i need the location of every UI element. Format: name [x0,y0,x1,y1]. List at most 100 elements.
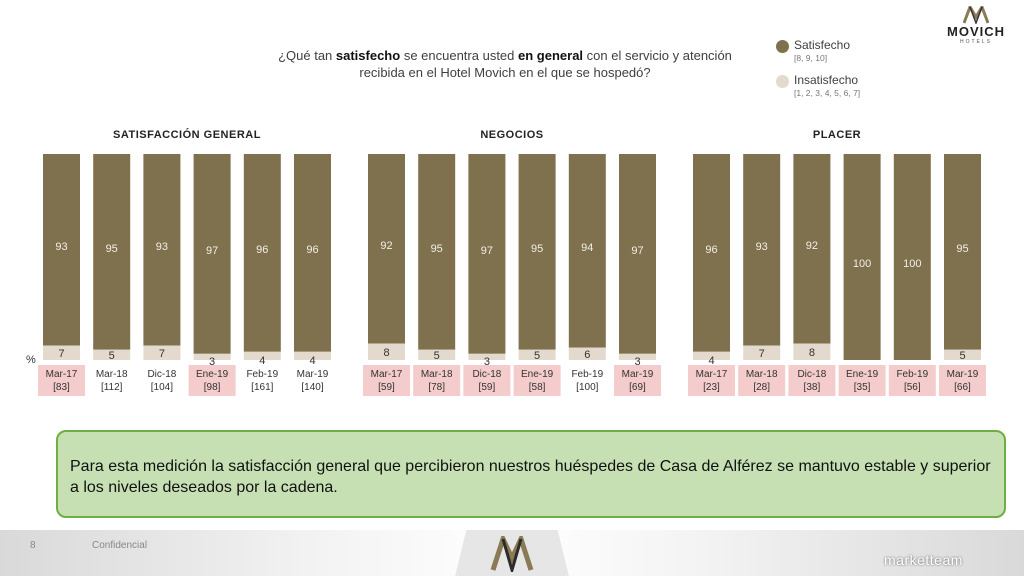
bar-satisfied [43,154,80,346]
category-label: Mar-17 [46,369,78,380]
data-label-unsatisfied: 5 [959,350,965,362]
category-label: Feb-19 [246,369,278,380]
data-label-unsatisfied: 5 [534,350,540,362]
footer-logo-icon [490,536,534,572]
data-label-satisfied: 96 [256,244,268,256]
bar-satisfied [843,154,881,360]
bar-satisfied [368,154,405,344]
data-label-unsatisfied: 7 [58,348,64,360]
bar-unsatisfied [294,351,331,360]
bar-unsatisfied [693,351,730,360]
bar-unsatisfied [568,347,606,360]
question-bold-2: en general [518,48,584,63]
data-label-satisfied: 95 [956,243,968,255]
data-label-satisfied: 96 [705,244,717,256]
data-label-satisfied: 95 [106,243,118,255]
category-label: Mar-19 [622,369,654,380]
data-label-unsatisfied: 8 [809,347,815,359]
category-base: [56] [904,382,921,393]
category-highlight [939,365,986,396]
data-label-satisfied: 100 [903,258,921,270]
category-label: Dic-18 [147,369,176,380]
data-label-satisfied: 100 [853,258,871,270]
data-label-unsatisfied: 4 [708,355,714,367]
data-label-unsatisfied: 3 [634,356,640,368]
category-label: Dic-18 [472,369,501,380]
bar-satisfied [944,154,981,350]
percent-label: % [26,354,36,366]
footer-confidential: Confidencial [92,540,148,551]
logo-word: MOVICH [947,24,1005,39]
bar-satisfied [243,154,281,352]
marketteam-brand: marketteam [884,552,963,568]
data-label-satisfied: 97 [631,245,643,257]
legend-swatch-unsatisfied [776,75,789,88]
category-highlight [838,365,886,396]
question-part-3: con el servicio y atención recibida en e… [359,48,732,80]
bar-satisfied [893,154,931,360]
bar-unsatisfied [619,353,656,360]
category-base: [23] [703,382,720,393]
category-highlight [888,365,936,396]
data-label-satisfied: 97 [481,245,493,257]
footer: 8 Confidencial [0,530,1024,576]
category-base: [58] [529,382,546,393]
category-base: [38] [804,382,821,393]
category-highlight [614,365,661,396]
data-label-satisfied: 94 [581,242,593,254]
category-base: [66] [954,382,971,393]
category-label: Dic-18 [797,369,826,380]
data-label-unsatisfied: 3 [484,356,490,368]
category-base: [35] [854,382,871,393]
category-label: Ene-19 [846,369,879,380]
bar-unsatisfied [793,343,831,360]
logo-subtitle: HOTELS [959,39,992,45]
movich-logo-icon [963,6,989,24]
question-part-1: ¿Qué tan [278,48,336,63]
category-base: [59] [378,382,395,393]
category-base: [161] [251,382,273,393]
question-part-2: se encuentra usted [400,48,519,63]
category-highlight [688,365,735,396]
data-label-unsatisfied: 7 [159,348,165,360]
bar-satisfied [93,154,131,350]
bar-unsatisfied [368,343,405,360]
bar-satisfied [568,154,606,348]
bar-unsatisfied [243,351,281,360]
bar-unsatisfied [944,349,981,360]
page-number: 8 [30,540,36,551]
data-label-unsatisfied: 5 [109,350,115,362]
category-label: Mar-17 [371,369,403,380]
category-label: Ene-19 [521,369,554,380]
legend-range-unsatisfied: [1, 2, 3, 4, 5, 6, 7] [794,88,861,98]
data-label-satisfied: 92 [380,240,392,252]
bar-charts: SATISFACCIÓN GENERAL 93 7 Mar-17 [83] 95 5 Mar-… [38,128,986,396]
bar-satisfied [143,154,181,346]
data-label-satisfied: 93 [156,241,168,253]
category-label: Feb-19 [571,369,603,380]
bar-satisfied [468,154,506,354]
category-base: [69] [629,382,646,393]
bar-unsatisfied [468,353,506,360]
movich-logo: MOVICH HOTELS [940,6,1012,45]
bar-unsatisfied [418,349,456,360]
data-label-unsatisfied: 3 [209,356,215,368]
bar-unsatisfied [743,345,781,360]
data-label-unsatisfied: 6 [584,349,590,361]
category-highlight [188,365,236,396]
data-label-satisfied: 92 [806,240,818,252]
data-label-satisfied: 96 [306,244,318,256]
category-label: Ene-19 [196,369,229,380]
category-base: [28] [753,382,770,393]
category-base: [98] [204,382,221,393]
category-highlight [513,365,561,396]
category-label: Feb-19 [896,369,928,380]
category-label: Mar-17 [696,369,728,380]
category-highlight [788,365,836,396]
category-base: [78] [428,382,445,393]
bar-satisfied [793,154,831,344]
bar-satisfied [518,154,556,350]
legend-label-unsatisfied: Insatisfecho [794,73,859,87]
data-label-satisfied: 95 [431,243,443,255]
conclusion-box: Para esta medición la satisfacción gener… [56,430,1006,518]
